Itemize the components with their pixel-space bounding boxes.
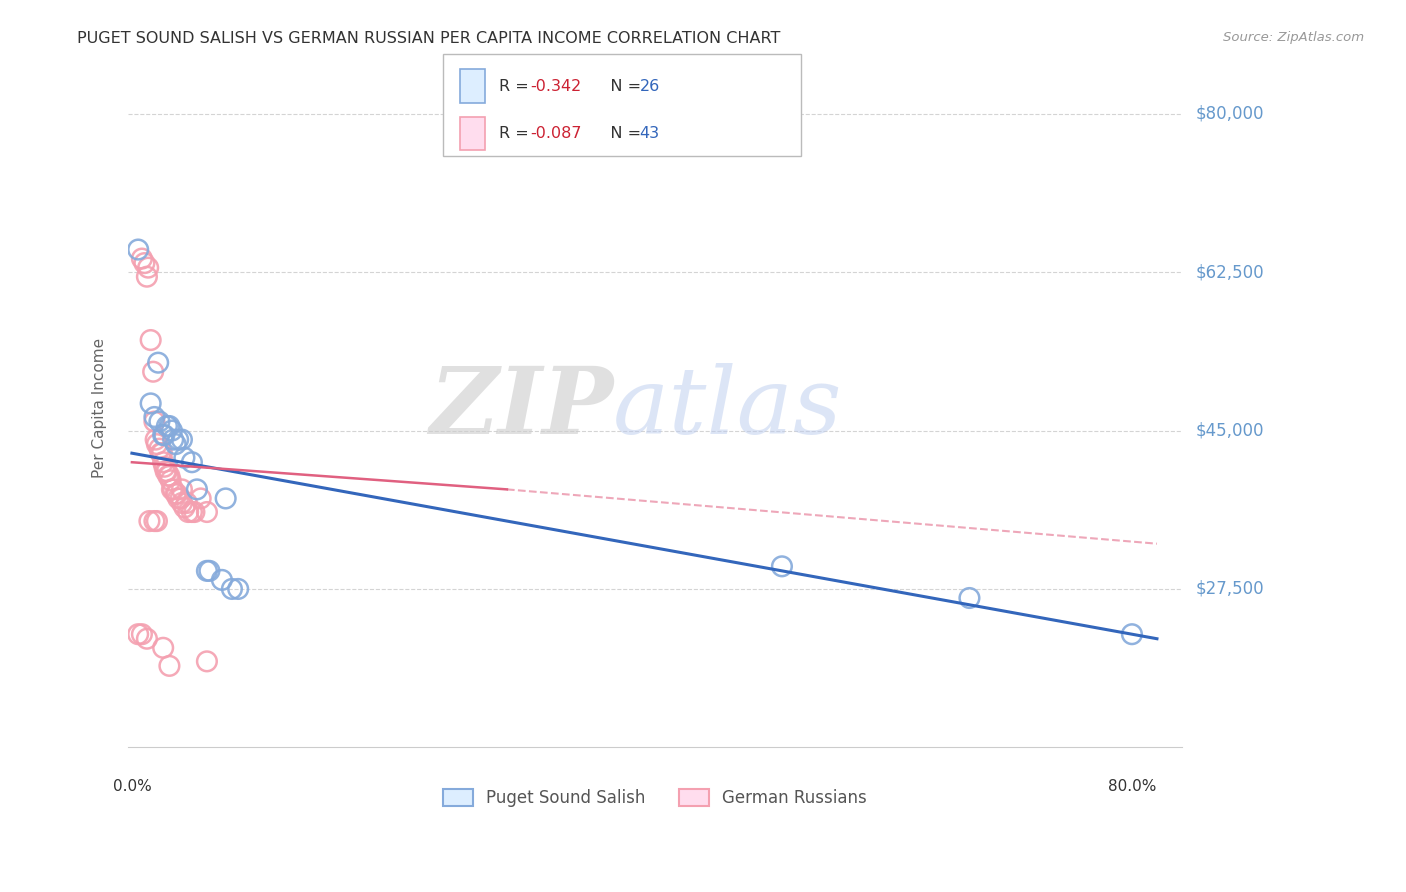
Point (155, 464, 177, 478)
Text: 0.0%: 0.0% (112, 779, 152, 794)
Point (152, 455, 174, 469)
Text: $80,000: $80,000 (1197, 104, 1264, 123)
Point (136, 260, 159, 275)
Point (135, 269, 157, 284)
Point (127, 243, 149, 257)
Text: N =: N = (595, 126, 645, 141)
Point (153, 459, 176, 474)
Point (148, 442, 170, 456)
Point (148, 415, 170, 429)
Point (177, 505, 200, 519)
Point (156, 464, 179, 478)
Text: 80.0%: 80.0% (1108, 779, 1156, 794)
Point (146, 437, 169, 451)
Y-axis label: Per Capita Income: Per Capita Income (93, 338, 107, 478)
Text: Source: ZipAtlas.com: Source: ZipAtlas.com (1223, 31, 1364, 45)
Point (170, 483, 193, 497)
Point (180, 455, 202, 469)
Point (153, 428, 176, 442)
Text: -0.342: -0.342 (530, 78, 581, 94)
Point (150, 446, 173, 460)
Point (173, 500, 195, 515)
Point (170, 433, 193, 447)
Point (146, 514, 169, 528)
Point (162, 483, 184, 497)
Point (131, 627, 153, 641)
Point (157, 468, 180, 483)
Text: $62,500: $62,500 (1197, 263, 1264, 281)
Point (131, 252, 153, 266)
Text: 43: 43 (640, 126, 659, 141)
Point (211, 573, 233, 587)
Text: R =: R = (499, 78, 534, 94)
Text: R =: R = (499, 126, 534, 141)
Point (162, 433, 184, 447)
Point (152, 428, 174, 442)
Point (157, 659, 180, 673)
Point (157, 419, 180, 434)
Legend: Puget Sound Salish, German Russians: Puget Sound Salish, German Russians (436, 782, 873, 814)
Point (142, 365, 165, 379)
Point (180, 505, 202, 519)
Point (146, 356, 169, 370)
Point (195, 564, 218, 578)
Point (149, 446, 172, 460)
Point (959, 591, 981, 605)
Text: 26: 26 (640, 78, 659, 94)
Point (183, 505, 205, 519)
Text: PUGET SOUND SALISH VS GERMAN RUSSIAN PER CAPITA INCOME CORRELATION CHART: PUGET SOUND SALISH VS GERMAN RUSSIAN PER… (77, 31, 780, 46)
Text: N =: N = (595, 78, 645, 94)
Point (134, 256, 156, 270)
Text: atlas: atlas (613, 363, 842, 453)
Point (1121, 627, 1143, 641)
Point (145, 433, 167, 447)
Point (138, 514, 160, 528)
Point (156, 419, 179, 434)
Point (127, 627, 149, 641)
Point (135, 632, 157, 646)
Point (143, 415, 166, 429)
Point (215, 491, 238, 506)
Point (166, 487, 188, 501)
Point (159, 473, 181, 487)
Point (165, 437, 187, 451)
Point (173, 450, 195, 465)
Point (190, 491, 212, 506)
Point (170, 496, 193, 510)
Point (157, 468, 180, 483)
Point (139, 333, 162, 347)
Point (226, 582, 249, 596)
Point (165, 487, 187, 501)
Text: ZIP: ZIP (429, 363, 613, 453)
Point (167, 491, 190, 506)
Point (160, 424, 183, 438)
Text: $45,000: $45,000 (1197, 422, 1264, 440)
Point (176, 496, 198, 510)
Point (139, 396, 162, 410)
Point (143, 409, 166, 424)
Point (198, 564, 221, 578)
Point (167, 433, 190, 447)
Point (770, 559, 793, 574)
Point (195, 654, 218, 668)
Point (221, 582, 243, 596)
Point (152, 640, 174, 655)
Point (143, 514, 166, 528)
Point (195, 505, 218, 519)
Text: $27,500: $27,500 (1197, 580, 1264, 598)
Text: -0.087: -0.087 (530, 126, 582, 141)
Point (169, 491, 191, 506)
Point (160, 483, 183, 497)
Point (186, 483, 208, 497)
